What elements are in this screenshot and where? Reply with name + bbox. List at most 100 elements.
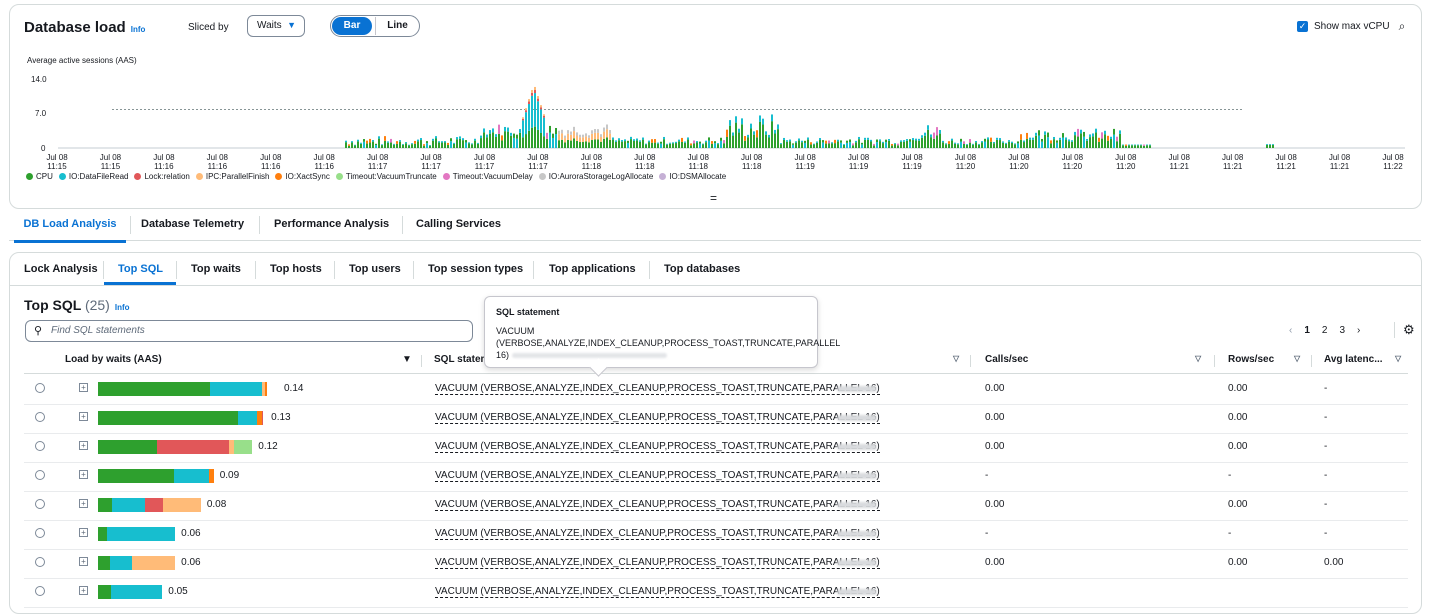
- tab-top-databases[interactable]: Top databases: [664, 263, 741, 275]
- col-rows-sec[interactable]: Rows/sec: [1228, 354, 1274, 365]
- tab-top-sql[interactable]: Top SQL: [118, 263, 164, 275]
- chart-bar-segment: [642, 137, 644, 140]
- expand-icon[interactable]: +: [79, 528, 88, 537]
- load-value: 0.06: [181, 557, 201, 568]
- tab-db-load-analysis[interactable]: DB Load Analysis: [14, 212, 126, 243]
- expand-icon[interactable]: +: [79, 441, 88, 450]
- tab-top-session-types[interactable]: Top session types: [428, 263, 524, 275]
- row-radio-button[interactable]: [35, 412, 45, 422]
- page-2[interactable]: 2: [1321, 325, 1328, 336]
- info-link[interactable]: Info: [114, 303, 130, 312]
- show-max-vcpu[interactable]: ✓ Show max vCPU ⌕: [1297, 19, 1405, 34]
- legend-item[interactable]: Timeout:VacuumDelay: [442, 172, 533, 181]
- chart-bar-segment: [447, 142, 449, 145]
- chart-bar-segment: [435, 138, 437, 148]
- legend-item[interactable]: IO:AuroraStorageLogAllocate: [538, 172, 653, 181]
- sql-statement-link[interactable]: VACUUM (VERBOSE,ANALYZE,INDEX_CLEANUP,PR…: [435, 441, 880, 453]
- sort-caret-icon[interactable]: ▼: [402, 354, 412, 365]
- prev-page-icon[interactable]: ‹: [1289, 325, 1293, 336]
- chart-bar-segment: [351, 141, 353, 143]
- expand-icon[interactable]: +: [79, 586, 88, 595]
- tab-top-waits[interactable]: Top waits: [191, 263, 241, 275]
- tab-calling-services[interactable]: Calling Services: [416, 218, 501, 230]
- tab-database-telemetry[interactable]: Database Telemetry: [141, 218, 245, 230]
- chart-bar-segment: [783, 137, 785, 140]
- sql-statement-link[interactable]: VACUUM (VERBOSE,ANALYZE,INDEX_CLEANUP,PR…: [435, 470, 880, 482]
- expand-icon[interactable]: +: [79, 499, 88, 508]
- info-link[interactable]: Info: [130, 25, 146, 34]
- expand-icon[interactable]: +: [79, 383, 88, 392]
- resize-handle-icon[interactable]: =: [710, 191, 718, 205]
- chart-bar-segment: [642, 139, 644, 148]
- chart-bar-segment: [984, 141, 986, 148]
- table-row[interactable]: +0.06 VACUUM (VERBOSE,ANALYZE,INDEX_CLEAN…: [24, 520, 1408, 550]
- chart-bar-segment: [525, 108, 527, 111]
- table-row[interactable]: +0.05 VACUUM (VERBOSE,ANALYZE,INDEX_CLEAN…: [24, 578, 1408, 608]
- page-3[interactable]: 3: [1339, 325, 1346, 336]
- chart-bar-segment: [618, 138, 620, 141]
- legend-item[interactable]: IO:DSMAllocate: [659, 172, 726, 181]
- tab-performance-analysis[interactable]: Performance Analysis: [274, 218, 390, 230]
- legend-item[interactable]: Timeout:VacuumTruncate: [335, 172, 437, 181]
- sql-statement-link[interactable]: VACUUM (VERBOSE,ANALYZE,INDEX_CLEANUP,PR…: [435, 528, 880, 540]
- table-row[interactable]: +0.12 VACUUM (VERBOSE,ANALYZE,INDEX_CLEAN…: [24, 433, 1408, 463]
- table-row[interactable]: +0.13 VACUUM (VERBOSE,ANALYZE,INDEX_CLEAN…: [24, 404, 1408, 434]
- x-tick-label: Jul 08 11:20: [1111, 153, 1141, 171]
- settings-gear-icon[interactable]: ⚙: [1394, 322, 1415, 338]
- chart-bar-segment: [855, 140, 857, 143]
- col-sql-statement[interactable]: SQL statem: [434, 354, 489, 365]
- sql-statement-link[interactable]: VACUUM (VERBOSE,ANALYZE,INDEX_CLEANUP,PR…: [435, 412, 880, 424]
- legend-item[interactable]: Lock:relation: [134, 172, 190, 181]
- col-calls-sec[interactable]: Calls/sec: [985, 354, 1028, 365]
- zoom-icon[interactable]: ⌕: [1398, 19, 1406, 33]
- chart-bar-segment: [687, 137, 689, 140]
- chart-bar-segment: [885, 139, 887, 143]
- expand-icon[interactable]: +: [79, 557, 88, 566]
- table-row[interactable]: +0.09 VACUUM (VERBOSE,ANALYZE,INDEX_CLEAN…: [24, 462, 1408, 492]
- chart-bar-segment: [1092, 133, 1094, 137]
- next-page-icon[interactable]: ›: [1357, 325, 1361, 336]
- chart-bar-segment: [561, 129, 563, 134]
- expand-icon[interactable]: +: [79, 412, 88, 421]
- row-radio-button[interactable]: [35, 557, 45, 567]
- sort-caret-icon[interactable]: ▽: [1195, 354, 1202, 363]
- search-input[interactable]: ⚲ Find SQL statements: [25, 320, 473, 342]
- sql-statement-link[interactable]: VACUUM (VERBOSE,ANALYZE,INDEX_CLEANUP,PR…: [435, 499, 880, 511]
- chart-bar-segment: [816, 142, 818, 148]
- legend-item[interactable]: IO:XactSync: [275, 172, 330, 181]
- tab-lock-analysis[interactable]: Lock Analysis: [24, 263, 98, 275]
- sort-caret-icon[interactable]: ▽: [1395, 354, 1402, 363]
- sort-caret-icon[interactable]: ▽: [953, 354, 960, 363]
- chart-bar-segment: [504, 131, 506, 148]
- col-load-by-waits[interactable]: Load by waits (AAS): [65, 354, 162, 365]
- col-avg-latency[interactable]: Avg latenc...: [1324, 354, 1383, 365]
- row-radio-button[interactable]: [35, 528, 45, 538]
- row-radio-button[interactable]: [35, 383, 45, 393]
- legend-item[interactable]: CPU: [26, 172, 53, 181]
- table-row[interactable]: +0.08 VACUUM (VERBOSE,ANALYZE,INDEX_CLEAN…: [24, 491, 1408, 521]
- line-toggle-button[interactable]: Line: [375, 17, 419, 35]
- sliced-by-select[interactable]: Waits ▼: [247, 15, 305, 37]
- checkbox-checked-icon[interactable]: ✓: [1297, 21, 1308, 32]
- tab-top-hosts[interactable]: Top hosts: [270, 263, 322, 275]
- expand-icon[interactable]: +: [79, 470, 88, 479]
- sliced-by-label: Sliced by: [188, 22, 229, 33]
- row-radio-button[interactable]: [35, 470, 45, 480]
- row-radio-button[interactable]: [35, 441, 45, 451]
- sql-statement-link[interactable]: VACUUM (VERBOSE,ANALYZE,INDEX_CLEANUP,PR…: [435, 557, 880, 569]
- sql-statement-link[interactable]: VACUUM (VERBOSE,ANALYZE,INDEX_CLEANUP,PR…: [435, 383, 880, 395]
- row-radio-button[interactable]: [35, 499, 45, 509]
- sql-statement-link[interactable]: VACUUM (VERBOSE,ANALYZE,INDEX_CLEANUP,PR…: [435, 586, 880, 598]
- table-row[interactable]: +0.14 VACUUM (VERBOSE,ANALYZE,INDEX_CLEAN…: [24, 375, 1408, 405]
- legend-item[interactable]: IPC:ParallelFinish: [195, 172, 269, 181]
- x-tick-time: 11:19: [902, 162, 922, 171]
- tab-top-applications[interactable]: Top applications: [549, 263, 636, 275]
- x-tick-date: Jul 08: [901, 153, 923, 162]
- page-1[interactable]: 1: [1304, 325, 1310, 336]
- bar-toggle-button[interactable]: Bar: [332, 17, 372, 35]
- chart-bar-segment: [393, 143, 395, 145]
- sort-caret-icon[interactable]: ▽: [1294, 354, 1301, 363]
- tab-top-users[interactable]: Top users: [349, 263, 401, 275]
- legend-item[interactable]: IO:DataFileRead: [58, 172, 128, 181]
- table-row[interactable]: +0.06 VACUUM (VERBOSE,ANALYZE,INDEX_CLEAN…: [24, 549, 1408, 579]
